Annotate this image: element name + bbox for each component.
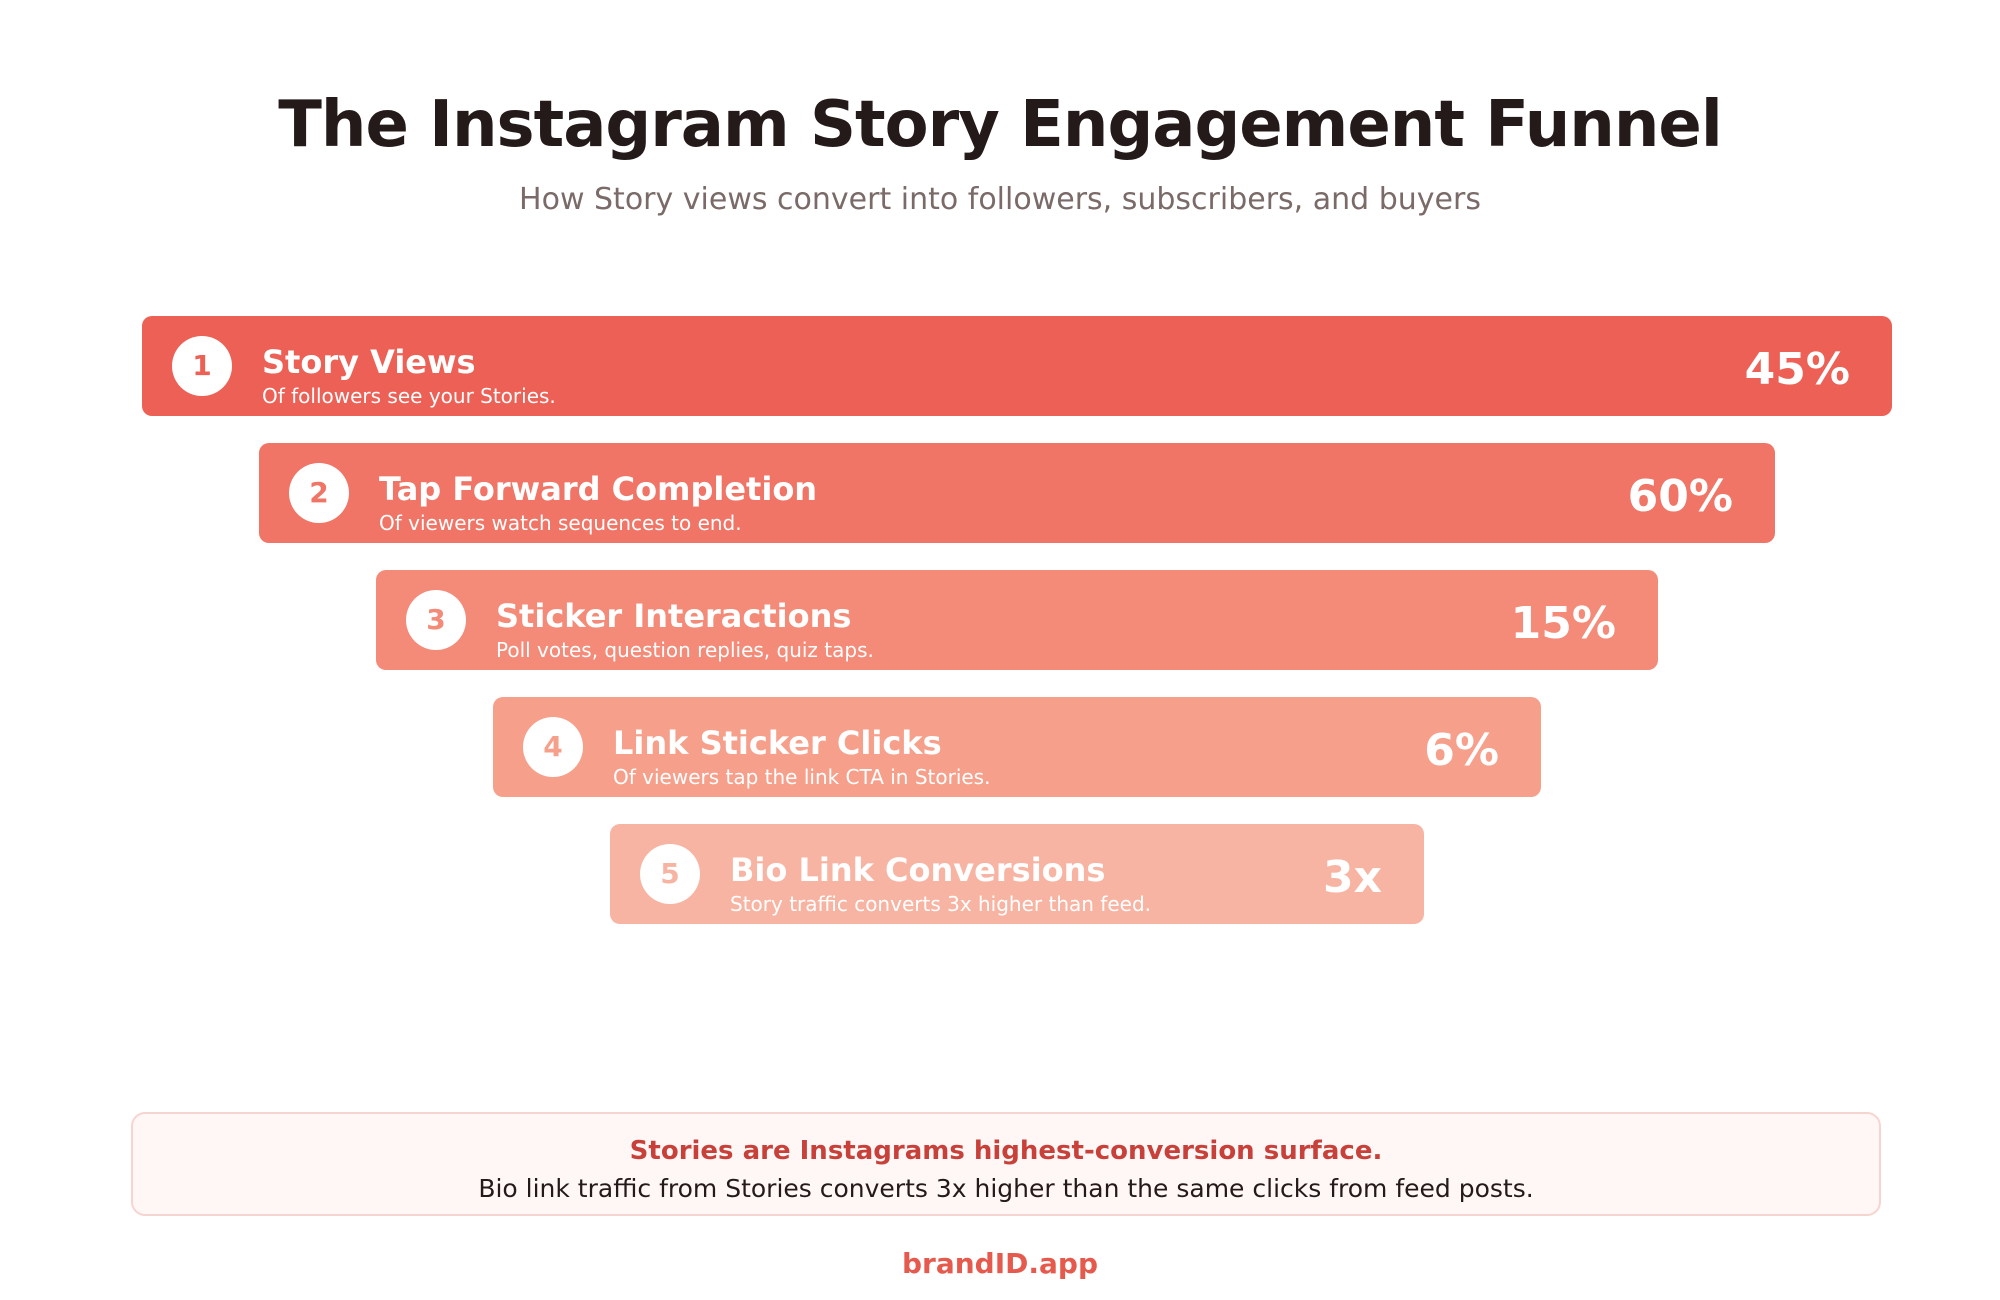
page-subtitle: How Story views convert into followers, …: [519, 182, 1481, 217]
stage-description: Story traffic converts 3x higher than fe…: [730, 892, 1152, 916]
page-title: The Instagram Story Engagement Funnel: [278, 88, 1723, 162]
stage-description: Poll votes, question replies, quiz taps.: [496, 638, 874, 662]
funnel-stage-2: 2 Tap Forward Completion Of viewers watch …: [259, 443, 1775, 543]
stage-name: Link Sticker Clicks: [613, 724, 942, 762]
stage-value: 3x: [1323, 852, 1382, 903]
stage-number-badge: 1: [172, 336, 232, 396]
callout-body: Bio link traffic from Stories converts 3…: [478, 1174, 1534, 1203]
stage-name: Bio Link Conversions: [730, 851, 1106, 889]
funnel-stage-1: 1 Story Views Of followers see your Storie…: [142, 316, 1892, 416]
stage-name: Sticker Interactions: [496, 597, 852, 635]
stage-number-badge: 5: [640, 844, 700, 904]
stage-value: 15%: [1510, 598, 1616, 649]
funnel-stage-4: 4 Link Sticker Clicks Of viewers tap the l…: [493, 697, 1541, 797]
stage-description: Of followers see your Stories.: [262, 384, 556, 408]
stage-value: 60%: [1627, 471, 1733, 522]
stage-name: Tap Forward Completion: [379, 470, 818, 508]
stage-value: 45%: [1744, 344, 1850, 395]
stage-description: Of viewers tap the link CTA in Stories.: [613, 765, 991, 789]
callout-headline: Stories are Instagrams highest-conversio…: [629, 1136, 1383, 1166]
stage-number-badge: 3: [406, 590, 466, 650]
funnel-stage-5: 5 Bio Link Conversions Story traffic conve…: [610, 824, 1424, 924]
stage-value: 6%: [1424, 725, 1499, 776]
stage-number-badge: 2: [289, 463, 349, 523]
brand-footer: brandID.app: [902, 1247, 1098, 1280]
stage-name: Story Views: [262, 343, 476, 381]
funnel-stage-3: 3 Sticker Interactions Poll votes, questio…: [376, 570, 1658, 670]
stage-number-badge: 4: [523, 717, 583, 777]
insight-callout: Stories are Instagrams highest-conversio…: [131, 1112, 1881, 1216]
stage-description: Of viewers watch sequences to end.: [379, 511, 742, 535]
